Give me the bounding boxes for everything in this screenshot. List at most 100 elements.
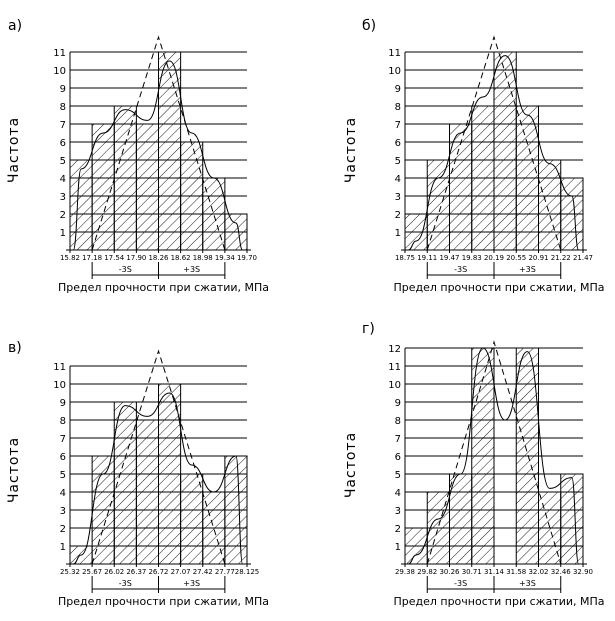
y-tick-label: 10 xyxy=(53,380,66,391)
x-tick-label: 18.75 xyxy=(395,254,415,262)
y-tick-label: 3 xyxy=(60,506,66,517)
x-tick-label: 25.67 xyxy=(82,568,102,576)
y-tick-label: 6 xyxy=(395,452,401,463)
sigma-minus-label: -3S xyxy=(119,579,132,588)
y-tick-label: 11 xyxy=(53,48,66,59)
histogram-bar xyxy=(493,51,517,251)
histogram-bar xyxy=(449,473,473,565)
y-tick-label: 3 xyxy=(395,192,401,203)
y-tick-label: 5 xyxy=(395,470,401,481)
y-tick-label: 8 xyxy=(395,102,401,113)
x-tick-label: 26.72 xyxy=(148,568,168,576)
x-tick-label: 32.46 xyxy=(551,568,572,576)
histogram-bar xyxy=(158,51,182,251)
panel-label: б) xyxy=(362,18,376,34)
x-tick-label: 26.37 xyxy=(126,568,146,576)
x-tick-label: 31.58 xyxy=(506,568,526,576)
y-tick-label: 6 xyxy=(60,138,66,149)
x-tick-label: 32.02 xyxy=(528,568,548,576)
x-tick-label: 19.47 xyxy=(439,254,459,262)
x-tick-label: 32.90 xyxy=(573,568,593,576)
histogram-bar xyxy=(560,473,584,565)
y-tick-label: 2 xyxy=(60,210,66,221)
y-tick-label: 11 xyxy=(53,362,66,373)
x-tick-label: 28.125 xyxy=(235,568,260,576)
y-tick-label: 9 xyxy=(60,398,66,409)
fitted-curve xyxy=(73,392,244,565)
y-tick-label: 8 xyxy=(60,416,66,427)
y-tick-label: 7 xyxy=(60,120,66,131)
histogram-bar xyxy=(426,159,450,251)
fitted-curve xyxy=(72,60,244,251)
x-tick-label: 19.83 xyxy=(462,254,482,262)
y-tick-label: 4 xyxy=(60,174,66,185)
histogram-bar xyxy=(69,159,93,251)
y-tick-label: 9 xyxy=(395,398,401,409)
x-tick-label: 27.42 xyxy=(193,568,213,576)
panel-label: в) xyxy=(8,340,22,356)
sigma-plus-label: +3S xyxy=(183,579,200,588)
y-tick-label: 11 xyxy=(388,48,401,59)
y-axis-title: Частота xyxy=(343,117,359,183)
x-axis-title: Предел прочности при сжатии, МПа xyxy=(393,595,604,608)
x-tick-label: 19.34 xyxy=(215,254,236,262)
y-axis-title: Частота xyxy=(343,432,359,498)
y-tick-label: 3 xyxy=(395,506,401,517)
y-tick-label: 2 xyxy=(60,524,66,535)
sigma-minus-label: -3S xyxy=(454,265,467,274)
y-tick-label: 10 xyxy=(53,66,66,77)
normal-distribution-triangle xyxy=(91,35,226,251)
y-tick-label: 1 xyxy=(395,228,401,239)
y-tick-label: 11 xyxy=(388,362,401,373)
x-tick-label: 18.62 xyxy=(171,254,191,262)
y-tick-label: 6 xyxy=(395,138,401,149)
y-tick-label: 2 xyxy=(395,524,401,535)
x-tick-label: 15.82 xyxy=(60,254,80,262)
x-tick-label: 19.11 xyxy=(417,254,437,262)
y-tick-label: 5 xyxy=(60,470,66,481)
sigma-minus-label: -3S xyxy=(119,265,132,274)
y-tick-label: 4 xyxy=(395,174,401,185)
y-tick-label: 4 xyxy=(60,488,66,499)
x-tick-label: 19.70 xyxy=(237,254,257,262)
sigma-plus-label: +3S xyxy=(519,579,536,588)
normal-distribution-triangle xyxy=(426,35,562,251)
histogram-bar xyxy=(135,123,159,251)
x-axis-title: Предел прочности при сжатии, МПа xyxy=(58,595,269,608)
x-axis-title: Предел прочности при сжатии, МПа xyxy=(393,281,604,294)
x-tick-label: 18.26 xyxy=(148,254,169,262)
y-tick-label: 12 xyxy=(388,344,401,355)
fitted-curve xyxy=(408,347,580,565)
y-tick-label: 9 xyxy=(395,84,401,95)
sigma-plus-label: +3S xyxy=(183,265,200,274)
y-tick-label: 8 xyxy=(395,416,401,427)
x-axis-title: Предел прочности при сжатии, МПа xyxy=(58,281,269,294)
panel-label: а) xyxy=(8,18,22,34)
y-tick-label: 2 xyxy=(395,210,401,221)
x-tick-label: 17.90 xyxy=(126,254,146,262)
y-tick-label: 7 xyxy=(60,434,66,445)
x-tick-label: 18.98 xyxy=(193,254,213,262)
x-tick-label: 17.18 xyxy=(82,254,102,262)
x-tick-label: 30.71 xyxy=(462,568,482,576)
x-tick-label: 20.55 xyxy=(506,254,526,262)
histogram-bar xyxy=(91,123,115,251)
y-axis-title: Частота xyxy=(6,437,22,503)
normal-distribution-triangle xyxy=(91,349,226,565)
y-tick-label: 10 xyxy=(388,66,401,77)
y-tick-label: 3 xyxy=(60,192,66,203)
y-tick-label: 4 xyxy=(395,488,401,499)
x-tick-label: 20.91 xyxy=(528,254,548,262)
x-tick-label: 27.07 xyxy=(171,568,191,576)
x-tick-label: 17.54 xyxy=(104,254,125,262)
x-tick-label: 30.26 xyxy=(439,568,460,576)
y-tick-label: 9 xyxy=(60,84,66,95)
fitted-curve xyxy=(408,55,580,251)
y-tick-label: 7 xyxy=(395,120,401,131)
histogram-bar xyxy=(538,159,562,251)
